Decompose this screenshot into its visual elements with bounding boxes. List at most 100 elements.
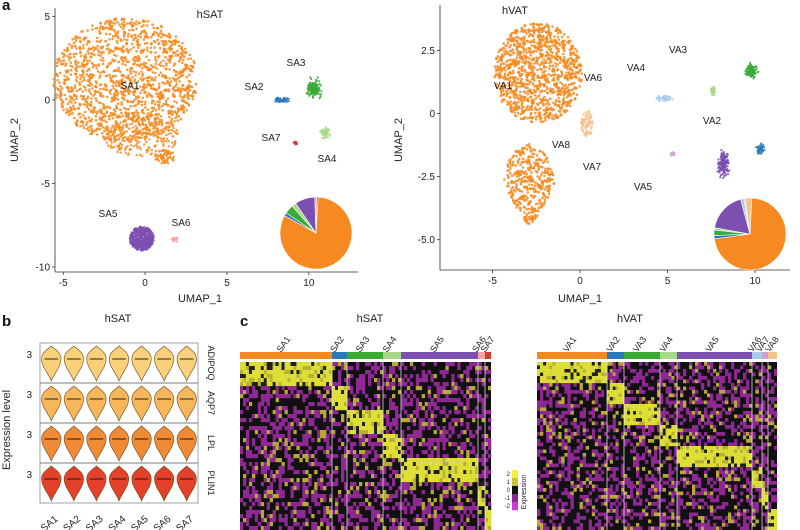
cluster-label: VA6 bbox=[584, 73, 603, 84]
data-point bbox=[87, 107, 91, 111]
data-point bbox=[92, 94, 95, 97]
data-point bbox=[133, 114, 137, 118]
data-point bbox=[126, 99, 129, 102]
data-point bbox=[62, 55, 65, 59]
data-point bbox=[124, 152, 128, 155]
data-point bbox=[140, 25, 143, 28]
data-point bbox=[188, 80, 192, 83]
data-point bbox=[180, 47, 184, 50]
data-point bbox=[503, 72, 507, 75]
data-point bbox=[90, 118, 94, 121]
data-point bbox=[523, 62, 527, 65]
data-point bbox=[140, 100, 144, 104]
data-point bbox=[80, 119, 83, 123]
data-point bbox=[131, 76, 134, 79]
data-point bbox=[521, 69, 524, 73]
data-point bbox=[500, 70, 503, 73]
cluster-label: VA3 bbox=[669, 45, 688, 56]
heatmap-cell bbox=[251, 362, 256, 367]
data-point bbox=[528, 218, 531, 221]
data-point bbox=[174, 111, 178, 115]
data-point bbox=[538, 45, 542, 48]
data-point bbox=[566, 67, 569, 71]
data-point bbox=[87, 75, 91, 78]
data-point bbox=[108, 73, 111, 77]
data-point bbox=[131, 131, 134, 134]
data-point bbox=[573, 75, 577, 78]
data-point bbox=[529, 54, 533, 57]
data-point bbox=[528, 72, 532, 75]
data-point bbox=[134, 71, 138, 74]
data-point bbox=[114, 46, 118, 50]
data-point bbox=[533, 90, 537, 94]
data-point bbox=[191, 91, 195, 94]
data-point bbox=[84, 53, 88, 56]
data-point bbox=[117, 69, 121, 72]
data-point bbox=[119, 121, 122, 124]
data-point bbox=[158, 46, 162, 50]
data-point bbox=[526, 116, 529, 120]
data-point bbox=[57, 59, 60, 63]
data-point bbox=[55, 64, 59, 68]
data-point bbox=[122, 132, 125, 135]
data-point bbox=[138, 21, 141, 25]
data-point bbox=[97, 53, 100, 57]
data-point bbox=[323, 128, 326, 131]
data-point bbox=[149, 133, 152, 136]
data-point bbox=[159, 29, 163, 33]
data-point bbox=[579, 64, 583, 68]
data-point bbox=[159, 64, 163, 67]
data-point bbox=[533, 148, 536, 152]
data-point bbox=[73, 84, 77, 87]
data-point bbox=[91, 28, 94, 31]
data-point bbox=[586, 113, 589, 117]
data-point bbox=[113, 110, 117, 113]
data-point bbox=[717, 158, 720, 161]
data-point bbox=[517, 100, 520, 104]
data-point bbox=[134, 144, 138, 147]
y-tick-label: 2.5 bbox=[421, 46, 435, 57]
data-point bbox=[544, 118, 547, 122]
data-point bbox=[176, 77, 179, 81]
data-point bbox=[532, 74, 535, 77]
data-point bbox=[122, 96, 125, 100]
data-point bbox=[189, 85, 192, 88]
data-point bbox=[128, 123, 131, 126]
data-point bbox=[519, 55, 522, 58]
cluster-label: VA7 bbox=[583, 162, 602, 173]
data-point bbox=[567, 83, 571, 86]
data-point bbox=[108, 117, 111, 121]
data-point bbox=[146, 83, 150, 87]
data-point bbox=[79, 103, 82, 107]
data-point bbox=[171, 110, 175, 114]
data-point bbox=[73, 55, 76, 59]
data-point bbox=[287, 100, 290, 103]
data-point bbox=[580, 78, 583, 82]
data-point bbox=[537, 202, 540, 205]
data-point bbox=[96, 36, 99, 40]
data-point bbox=[535, 84, 538, 87]
data-point bbox=[508, 70, 512, 74]
data-point bbox=[524, 194, 528, 198]
data-point bbox=[506, 184, 509, 188]
data-point bbox=[174, 73, 178, 77]
data-point bbox=[582, 113, 585, 116]
data-point bbox=[174, 140, 177, 143]
cluster-points-va6 bbox=[655, 94, 674, 103]
data-point bbox=[122, 45, 125, 48]
data-point bbox=[166, 156, 170, 159]
violin-x-tick-label: SA4 bbox=[107, 514, 129, 530]
data-point bbox=[171, 105, 175, 108]
data-point bbox=[110, 129, 113, 132]
data-point bbox=[547, 103, 551, 106]
data-point bbox=[713, 87, 716, 91]
data-point bbox=[156, 92, 159, 96]
x-tick-label: 10 bbox=[303, 278, 315, 289]
data-point bbox=[524, 48, 528, 51]
data-point bbox=[317, 89, 320, 92]
data-point bbox=[509, 166, 512, 170]
data-point bbox=[162, 50, 166, 53]
data-point bbox=[499, 56, 502, 59]
data-point bbox=[170, 117, 174, 121]
